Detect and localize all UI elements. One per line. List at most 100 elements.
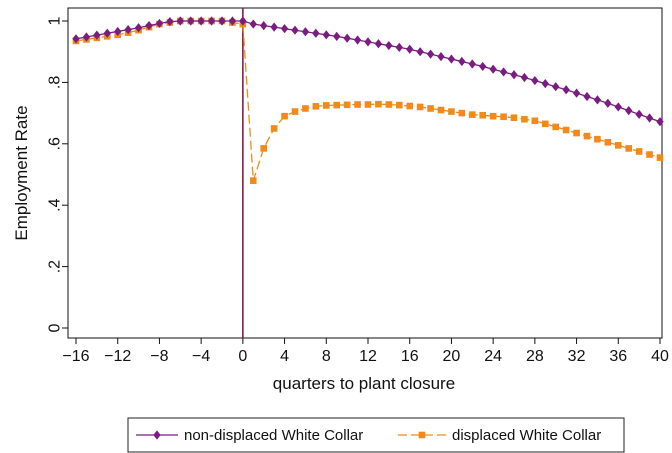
data-point bbox=[291, 25, 299, 35]
data-point bbox=[281, 112, 288, 120]
x-tick-label: 12 bbox=[359, 348, 377, 365]
data-point bbox=[301, 27, 310, 37]
data-point bbox=[520, 72, 529, 83]
data-point bbox=[333, 31, 341, 41]
data-point bbox=[479, 111, 487, 119]
data-point bbox=[395, 42, 403, 53]
data-point bbox=[489, 112, 497, 120]
series-layer bbox=[72, 16, 664, 184]
x-tick-label: −16 bbox=[62, 348, 89, 365]
data-point bbox=[479, 61, 487, 72]
legend-item: displaced White Collar bbox=[398, 427, 601, 444]
data-point bbox=[228, 16, 237, 26]
data-point bbox=[614, 142, 622, 149]
data-point bbox=[364, 37, 372, 47]
plot-area bbox=[67, 7, 663, 339]
data-point bbox=[625, 106, 633, 116]
data-point bbox=[541, 79, 549, 89]
data-point bbox=[458, 56, 466, 67]
data-point bbox=[312, 28, 320, 38]
data-point bbox=[364, 101, 372, 108]
x-tick-label: −12 bbox=[104, 348, 131, 365]
data-point bbox=[426, 49, 435, 59]
y-tick-label: 1 bbox=[47, 16, 64, 25]
data-point bbox=[521, 115, 528, 123]
data-point bbox=[260, 21, 268, 31]
data-point bbox=[625, 145, 633, 152]
data-point bbox=[656, 117, 664, 127]
data-point bbox=[155, 18, 164, 29]
data-point bbox=[552, 82, 560, 92]
data-point bbox=[270, 125, 278, 132]
data-point bbox=[583, 132, 591, 140]
data-point bbox=[500, 113, 507, 121]
series-non-displaced bbox=[72, 16, 664, 127]
data-point bbox=[499, 67, 508, 77]
y-tick-label: .2 bbox=[47, 260, 64, 273]
data-point bbox=[197, 16, 205, 26]
data-point bbox=[166, 17, 174, 27]
data-point bbox=[573, 129, 580, 137]
data-point bbox=[416, 103, 424, 111]
data-point bbox=[448, 108, 455, 115]
legend: non-displaced White Collar displaced Whit… bbox=[127, 417, 625, 453]
data-point bbox=[312, 103, 320, 110]
data-point bbox=[375, 100, 382, 108]
y-tick-label: 0 bbox=[47, 323, 64, 332]
data-point bbox=[385, 40, 393, 51]
data-point bbox=[437, 106, 445, 114]
data-point bbox=[614, 102, 622, 112]
data-point bbox=[93, 30, 101, 40]
data-point bbox=[604, 98, 612, 108]
data-point bbox=[645, 113, 654, 123]
data-point bbox=[82, 32, 91, 42]
data-point bbox=[145, 21, 153, 31]
data-point bbox=[103, 28, 111, 38]
data-point bbox=[218, 16, 226, 26]
data-point bbox=[531, 117, 539, 125]
data-point bbox=[583, 91, 591, 102]
data-point bbox=[176, 16, 184, 26]
x-axis-title: quarters to plant closure bbox=[273, 374, 455, 393]
legend-label: displaced White Collar bbox=[452, 427, 601, 444]
data-point bbox=[343, 101, 351, 109]
data-point bbox=[249, 177, 257, 184]
x-tick-label: 24 bbox=[484, 348, 502, 365]
data-point bbox=[322, 30, 330, 40]
data-point bbox=[280, 24, 289, 34]
legend-marker bbox=[418, 431, 426, 439]
data-point bbox=[239, 16, 247, 26]
data-point bbox=[302, 105, 309, 112]
data-point bbox=[354, 101, 361, 108]
y-tick-label: .6 bbox=[47, 137, 64, 150]
data-point bbox=[458, 109, 466, 117]
data-point bbox=[562, 126, 570, 134]
data-point bbox=[489, 64, 497, 74]
data-point bbox=[635, 109, 643, 119]
x-tick-label: 16 bbox=[401, 348, 419, 365]
y-axis-title: Employment Rate bbox=[12, 105, 31, 240]
data-point bbox=[124, 24, 132, 35]
plot-frame bbox=[67, 7, 663, 339]
data-point bbox=[343, 33, 351, 43]
data-point bbox=[447, 54, 456, 64]
data-point bbox=[395, 101, 403, 109]
data-point bbox=[541, 120, 549, 128]
x-tick-label: 36 bbox=[609, 348, 627, 365]
data-point bbox=[260, 145, 268, 152]
data-point bbox=[437, 52, 445, 62]
data-point bbox=[594, 135, 601, 143]
data-point bbox=[322, 102, 330, 109]
data-point bbox=[270, 22, 278, 32]
data-point bbox=[510, 114, 518, 122]
data-point bbox=[114, 26, 122, 37]
x-tick-label: 32 bbox=[568, 348, 586, 365]
data-point bbox=[604, 138, 612, 146]
x-tick-label: 40 bbox=[651, 348, 669, 365]
data-point bbox=[72, 34, 80, 44]
legend-marker bbox=[153, 430, 161, 440]
data-point bbox=[333, 101, 341, 109]
data-point bbox=[510, 70, 518, 80]
y-tick-label: .8 bbox=[47, 76, 64, 89]
